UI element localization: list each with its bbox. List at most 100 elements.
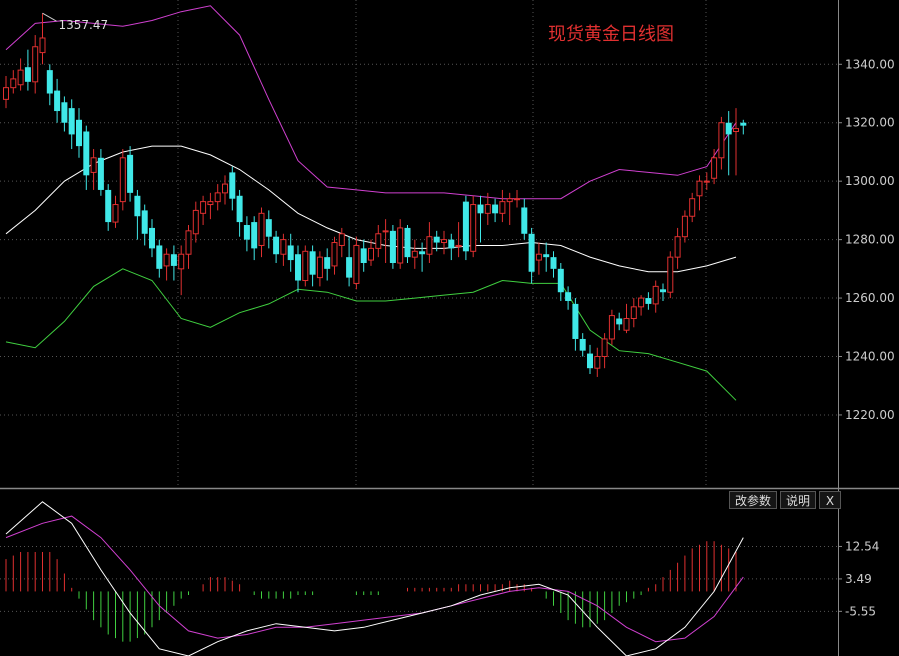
candle-body-up [594, 356, 601, 369]
candle-body-down [97, 157, 104, 190]
close-panel-button[interactable]: X [819, 491, 841, 509]
candle-body-up [426, 236, 433, 255]
candle-body-up [302, 250, 309, 282]
help-button[interactable]: 说明 [780, 491, 816, 509]
macd-axis: 12.54 3.49 -5.55 [838, 539, 879, 618]
candle-body-down [448, 239, 455, 249]
bollinger-upper-line [5, 5, 737, 200]
candle-body-up [258, 212, 265, 246]
candle-body-up [601, 338, 608, 358]
candle-body-down [389, 230, 396, 263]
candle-body-down [579, 338, 586, 351]
candle-body-up [3, 87, 9, 100]
candle-body-up [163, 253, 170, 267]
candle-body-down [528, 233, 535, 272]
candle-body-down [295, 254, 301, 281]
macd-dif-line [5, 501, 744, 656]
candle-body-down [229, 172, 236, 199]
candle-body-up [689, 198, 696, 217]
candle-body-down [24, 67, 31, 82]
candle-body-up [711, 157, 718, 179]
candle-body-down [419, 251, 426, 255]
macd-tick-label: 12.54 [845, 539, 879, 553]
candle-body-up [382, 230, 389, 233]
candle-body-up [10, 78, 17, 89]
candle-body-up [178, 253, 185, 270]
candle-body-up [39, 37, 46, 54]
candle-body-up [638, 297, 645, 308]
candle-body-up [353, 244, 360, 284]
candle-body-up [623, 318, 630, 331]
macd-indicator [5, 501, 744, 656]
candle-body-down [521, 207, 528, 234]
annotation-pointer [42, 12, 57, 22]
candle-body-down [76, 119, 82, 147]
candle-body-down [433, 236, 440, 243]
candle-body-up [630, 306, 637, 320]
candle-body-down [550, 257, 557, 269]
candle-body-down [243, 225, 250, 240]
candle-body-down [83, 131, 90, 176]
candle-body-up [703, 180, 710, 183]
candle-body-up [207, 201, 214, 206]
candle-body-down [462, 201, 469, 252]
candle-body-down [251, 222, 258, 249]
candle-body-down [346, 257, 353, 278]
candle-body-down [127, 154, 134, 193]
bollinger-lower-line [5, 268, 737, 401]
candle-body-up [32, 46, 39, 83]
candle-body-down [170, 254, 177, 266]
candle-body-down [616, 318, 623, 325]
candle-body-down [660, 289, 666, 293]
candle-body-down [572, 303, 579, 339]
price-tick-label: 1220.00 [845, 408, 895, 422]
candle-body-up [674, 236, 681, 258]
change-params-button[interactable]: 改参数 [729, 491, 777, 509]
price-tick-label: 1300.00 [845, 174, 895, 188]
candle-body-down [156, 245, 163, 269]
candle-body-up [667, 256, 674, 293]
candle-body-down [68, 108, 75, 135]
candle-body-up [484, 204, 491, 214]
candle-body-down [105, 189, 112, 223]
price-tick-label: 1280.00 [845, 233, 895, 247]
candle-body-up [222, 183, 228, 194]
candle-body-up [17, 69, 24, 86]
candle-body-down [645, 298, 652, 304]
price-tick-label: 1240.00 [845, 350, 895, 364]
candle-body-up [455, 244, 462, 247]
candle-body-down [565, 292, 572, 301]
candle-body-down [265, 219, 272, 237]
candle-body-up [112, 204, 119, 223]
candlesticks [3, 13, 747, 377]
high-annotation: 1357.47 [42, 12, 109, 32]
macd-tick-label: -5.55 [845, 604, 876, 618]
candle-body-up [441, 239, 447, 244]
candle-body-down [492, 204, 499, 214]
candle-body-up [368, 247, 374, 261]
price-tick-label: 1320.00 [845, 116, 895, 130]
candle-body-up [331, 242, 338, 267]
candle-body-up [499, 201, 506, 214]
candle-body-down [557, 268, 564, 293]
candle-body-down [46, 70, 53, 94]
candle-body-down [309, 251, 316, 275]
candle-body-up [90, 157, 97, 173]
candle-body-down [324, 257, 331, 269]
candle-body-up [718, 122, 725, 159]
annotation-label: 1357.47 [59, 18, 109, 32]
candle-body-up [411, 250, 418, 258]
candle-body-up [200, 201, 207, 214]
candle-body-up [535, 253, 542, 261]
candle-body-up [280, 239, 287, 255]
candle-body-up [338, 233, 345, 246]
candle-body-up [696, 180, 703, 197]
candle-body-down [477, 204, 484, 214]
candle-body-down [543, 254, 550, 258]
candle-body-down [360, 248, 367, 263]
candle-body-up [681, 215, 688, 238]
candle-body-down [404, 227, 411, 258]
